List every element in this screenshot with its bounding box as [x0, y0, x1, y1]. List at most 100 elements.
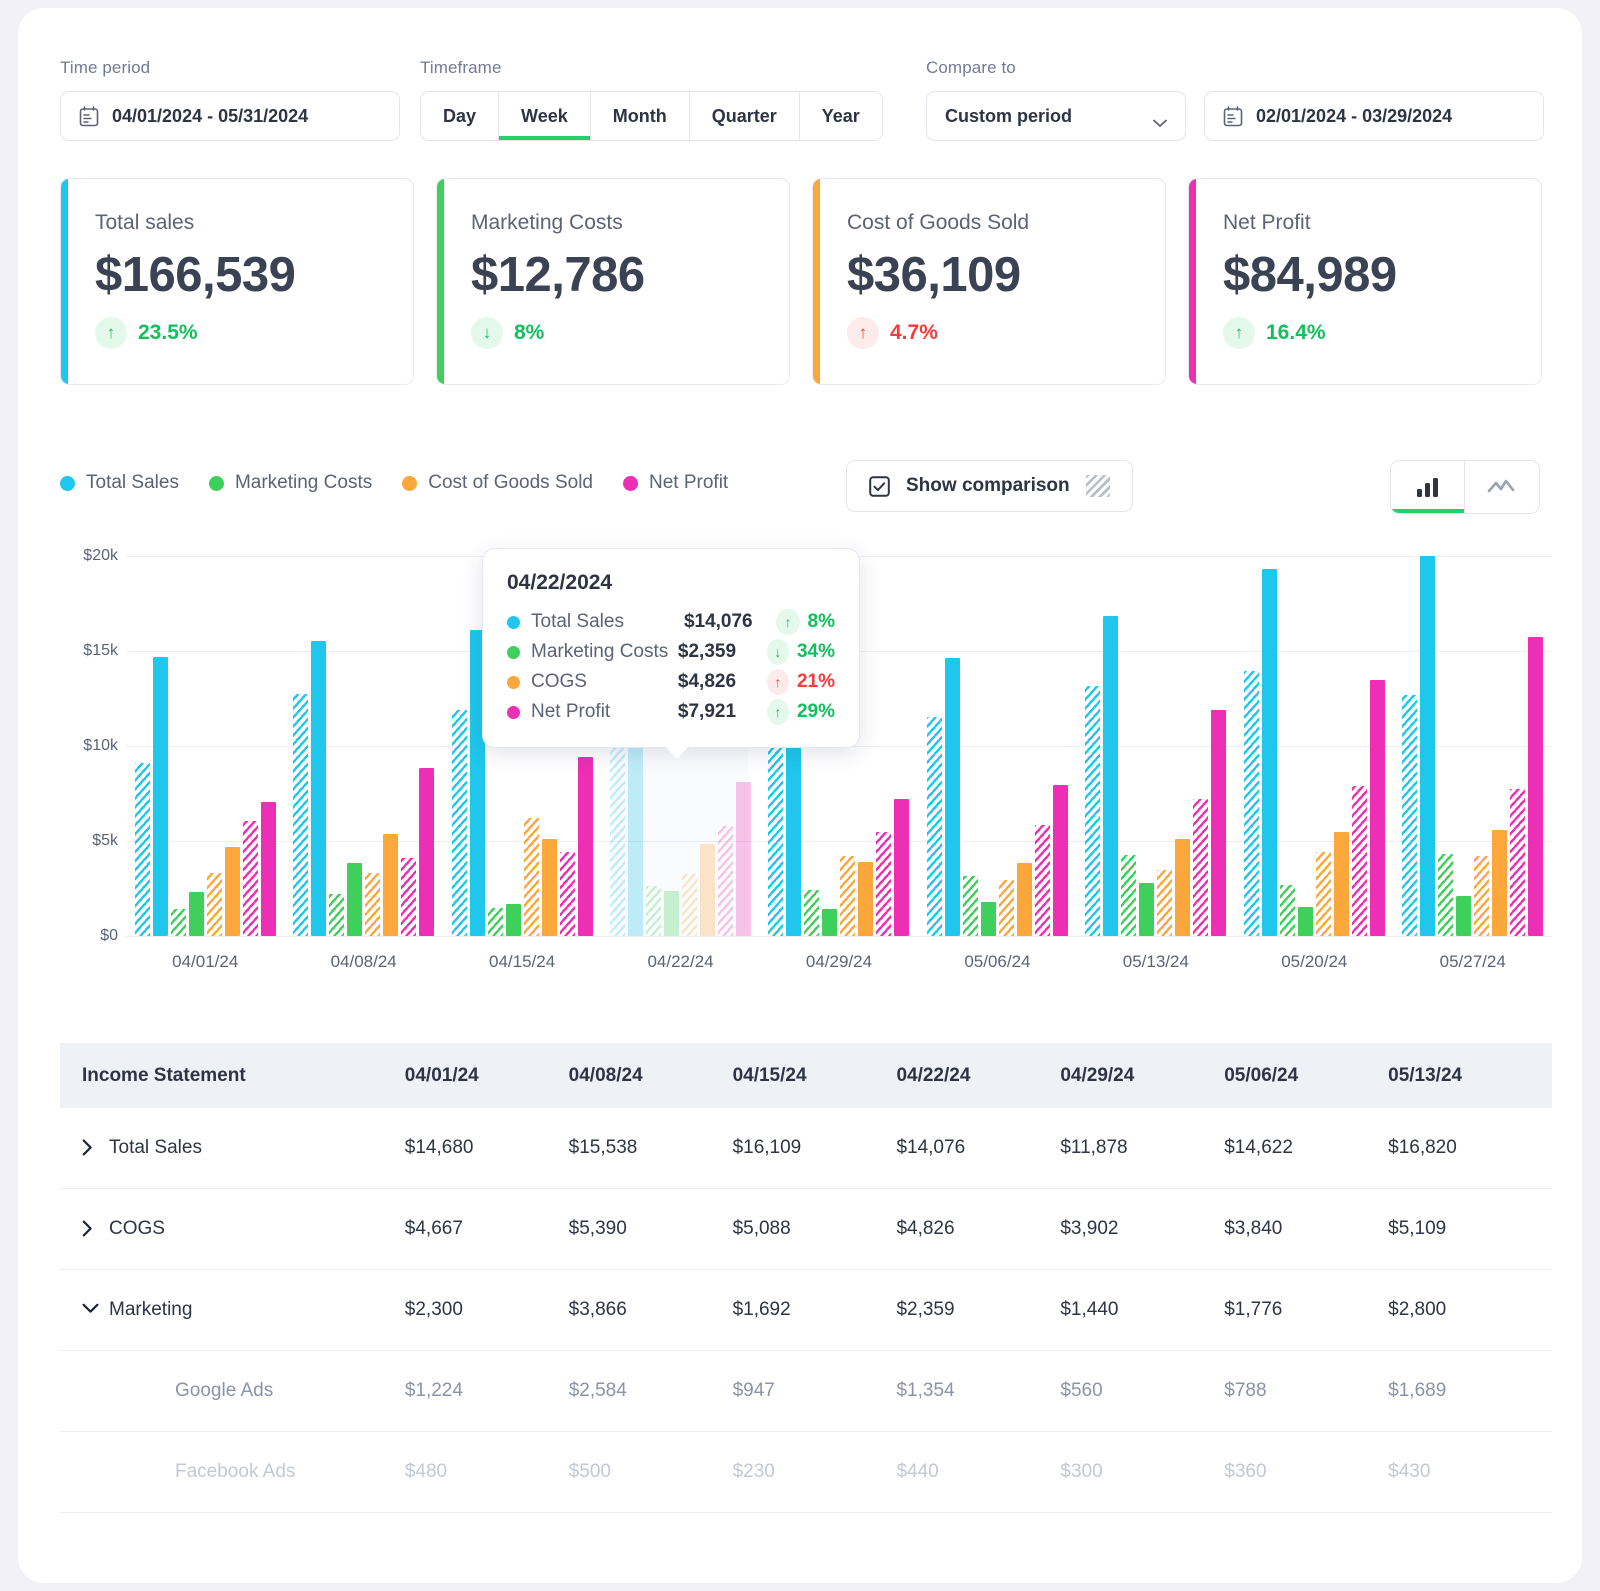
bar-group[interactable] [918, 556, 1076, 936]
timeframe-option-day[interactable]: Day [421, 92, 500, 140]
legend-item-cost-of-goods-sold[interactable]: Cost of Goods Sold [402, 472, 593, 494]
bar[interactable] [646, 885, 662, 936]
table-row[interactable]: Total Sales $14,680 $15,538 $16,109 $14,076 $… [60, 1108, 1552, 1189]
line-chart-icon[interactable] [1465, 461, 1539, 513]
bar[interactable] [206, 873, 222, 936]
timeframe-option-year[interactable]: Year [799, 92, 882, 140]
table-row[interactable]: COGS $4,667 $5,390 $5,088 $4,826 $3,902 $3,840… [60, 1189, 1552, 1270]
bar[interactable] [610, 717, 626, 936]
bar[interactable] [1474, 856, 1490, 936]
bar[interactable] [1402, 694, 1418, 936]
bar[interactable] [383, 833, 399, 936]
bar[interactable] [1121, 855, 1137, 936]
bar[interactable] [311, 640, 327, 936]
bar[interactable] [1157, 870, 1173, 936]
legend-item-total-sales[interactable]: Total Sales [60, 472, 179, 494]
bar[interactable] [487, 908, 503, 936]
bar-group[interactable] [126, 556, 284, 936]
bar[interactable] [329, 894, 345, 936]
bar[interactable] [700, 844, 716, 936]
bar[interactable] [1243, 670, 1259, 936]
bar[interactable] [505, 903, 521, 936]
bar[interactable] [926, 716, 942, 936]
bar-group[interactable] [1077, 556, 1235, 936]
bar[interactable] [1438, 854, 1454, 936]
compare-to-select[interactable]: Custom period [926, 91, 1186, 141]
bar[interactable] [293, 693, 309, 936]
bar[interactable] [523, 818, 539, 936]
bar[interactable] [822, 908, 838, 936]
chevron-right-icon[interactable] [82, 1220, 95, 1239]
legend-item-net-profit[interactable]: Net Profit [623, 472, 728, 494]
bar[interactable] [1085, 686, 1101, 936]
table-row[interactable]: Google Ads $1,224 $2,584 $947 $1,354 $560 $788… [60, 1351, 1552, 1432]
bar[interactable] [1297, 906, 1313, 936]
bar[interactable] [1103, 616, 1119, 936]
bar[interactable] [1492, 829, 1508, 936]
bar[interactable] [1193, 799, 1209, 936]
timeframe-option-month[interactable]: Month [590, 92, 690, 140]
bar[interactable] [134, 763, 150, 936]
bar[interactable] [1052, 784, 1068, 936]
bar[interactable] [1510, 788, 1526, 936]
bar[interactable] [876, 831, 892, 936]
bar[interactable] [1139, 882, 1155, 936]
bar[interactable] [170, 909, 186, 936]
bar-group[interactable] [1394, 556, 1552, 936]
bar[interactable] [419, 767, 435, 936]
timeframe-segmented-control[interactable]: Day Week Month Quarter Year [420, 91, 883, 141]
bar[interactable] [664, 891, 680, 936]
show-comparison-toggle[interactable]: Show comparison [846, 460, 1133, 512]
kpi-card-total-sales[interactable]: Total sales $166,539 ↑ 23.5% [60, 178, 414, 385]
bar[interactable] [152, 657, 168, 936]
bar[interactable] [1420, 556, 1436, 936]
bar[interactable] [242, 821, 258, 936]
bar[interactable] [1351, 785, 1367, 936]
bar[interactable] [786, 710, 802, 936]
bar[interactable] [1279, 884, 1295, 936]
bar[interactable] [682, 874, 698, 936]
bar[interactable] [541, 839, 557, 936]
bar[interactable] [1261, 569, 1277, 936]
kpi-card-net-profit[interactable]: Net Profit $84,989 ↑ 16.4% [1188, 178, 1542, 385]
bar[interactable] [188, 892, 204, 936]
kpi-card-marketing-costs[interactable]: Marketing Costs $12,786 ↓ 8% [436, 178, 790, 385]
bar[interactable] [1034, 824, 1050, 936]
time-period-date-picker[interactable]: 04/01/2024 - 05/31/2024 [60, 91, 400, 141]
bar-chart-icon[interactable] [1391, 461, 1465, 513]
bar[interactable] [768, 720, 784, 936]
bar[interactable] [1016, 863, 1032, 936]
bar[interactable] [347, 862, 363, 936]
bar[interactable] [894, 799, 910, 936]
checkbox-checked-icon[interactable] [869, 475, 890, 497]
chevron-right-icon[interactable] [82, 1139, 95, 1158]
bar[interactable] [998, 879, 1014, 936]
compare-to-date-picker[interactable]: 02/01/2024 - 03/29/2024 [1204, 91, 1544, 141]
legend-item-marketing-costs[interactable]: Marketing Costs [208, 472, 372, 494]
bar[interactable] [260, 802, 276, 936]
bar[interactable] [1211, 709, 1227, 936]
bar[interactable] [401, 858, 417, 936]
bar[interactable] [365, 873, 381, 936]
kpi-card-cost-of-goods-sold[interactable]: Cost of Goods Sold $36,109 ↑ 4.7% [812, 178, 1166, 385]
timeframe-option-week[interactable]: Week [499, 92, 591, 140]
table-row[interactable]: Facebook Ads $480 $500 $230 $440 $300 $360 $430 [60, 1432, 1552, 1513]
bar[interactable] [840, 856, 856, 936]
timeframe-option-quarter[interactable]: Quarter [689, 92, 800, 140]
bar[interactable] [718, 825, 734, 936]
bar[interactable] [451, 709, 467, 936]
bar-group[interactable] [284, 556, 442, 936]
chevron-down-icon[interactable] [82, 1301, 99, 1320]
bar[interactable] [1456, 896, 1472, 936]
bar[interactable] [1175, 838, 1191, 936]
bar[interactable] [804, 890, 820, 936]
bar[interactable] [944, 658, 960, 936]
bar[interactable] [1369, 679, 1385, 936]
table-row[interactable]: Marketing $2,300 $3,866 $1,692 $2,359 $1,440 $… [60, 1270, 1552, 1351]
bar-group[interactable] [760, 556, 918, 936]
bar[interactable] [1315, 852, 1331, 936]
bar[interactable] [577, 757, 593, 936]
bar[interactable] [736, 782, 752, 936]
bar-group[interactable] [443, 556, 601, 936]
bar[interactable] [1333, 831, 1349, 936]
